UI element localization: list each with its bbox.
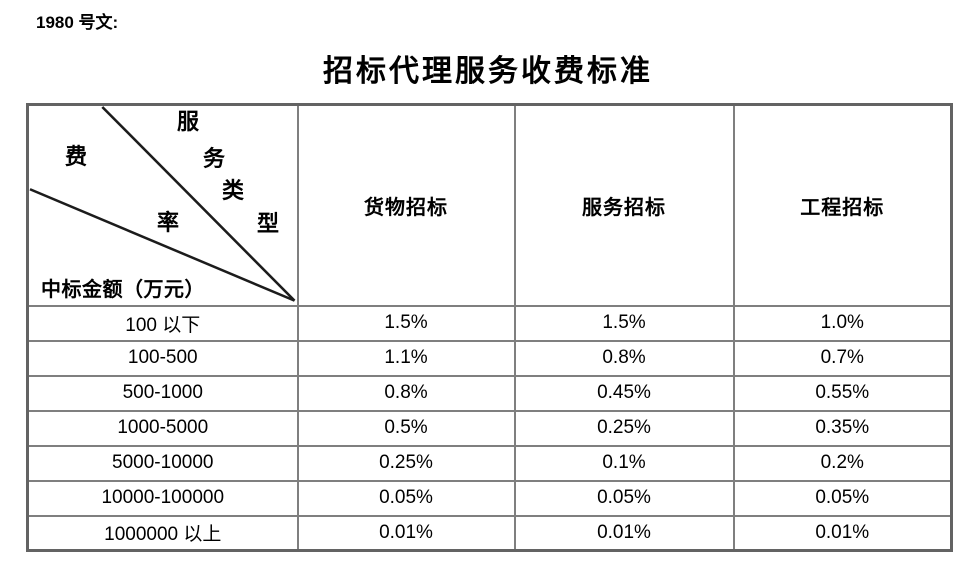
amount-range-cell: 100-500 bbox=[26, 339, 299, 377]
table-row: 1000-5000 0.5% 0.25% 0.35% bbox=[26, 409, 953, 447]
table-row: 100 以下 1.5% 1.5% 1.0% bbox=[26, 304, 953, 342]
service-rate-cell: 0.01% bbox=[513, 514, 735, 552]
goods-rate-cell: 0.05% bbox=[296, 479, 516, 517]
diagonal-divider-lines bbox=[29, 106, 296, 302]
service-type-char-1: 服 bbox=[177, 109, 200, 134]
amount-range-cell: 100 以下 bbox=[26, 304, 299, 342]
service-rate-cell: 0.8% bbox=[513, 339, 735, 377]
amount-range-cell: 500-1000 bbox=[26, 374, 299, 412]
service-type-char-3: 类 bbox=[222, 178, 245, 203]
fee-rate-char-1: 费 bbox=[65, 144, 88, 169]
engineering-rate-cell: 0.01% bbox=[732, 514, 953, 552]
engineering-rate-cell: 0.05% bbox=[732, 479, 953, 517]
service-type-char-2: 务 bbox=[203, 146, 226, 171]
diagonal-corner-cell: 服 费 务 类 率 型 中标金额（万元） bbox=[26, 103, 299, 307]
fee-rate-char-2: 率 bbox=[157, 210, 180, 235]
goods-rate-cell: 0.8% bbox=[296, 374, 516, 412]
amount-range-cell: 10000-100000 bbox=[26, 479, 299, 517]
goods-rate-cell: 1.5% bbox=[296, 304, 516, 342]
engineering-rate-cell: 0.55% bbox=[732, 374, 953, 412]
amount-range-cell: 1000000 以上 bbox=[26, 514, 299, 552]
engineering-rate-cell: 1.0% bbox=[732, 304, 953, 342]
goods-rate-cell: 0.25% bbox=[296, 444, 516, 482]
column-header-engineering: 工程招标 bbox=[732, 103, 953, 307]
doc-ref: 1980 号文: bbox=[36, 13, 119, 32]
service-rate-cell: 1.5% bbox=[513, 304, 735, 342]
table-row: 1000000 以上 0.01% 0.01% 0.01% bbox=[26, 514, 953, 552]
goods-rate-cell: 0.5% bbox=[296, 409, 516, 447]
service-rate-cell: 0.05% bbox=[513, 479, 735, 517]
column-header-goods: 货物招标 bbox=[296, 103, 516, 307]
goods-rate-cell: 1.1% bbox=[296, 339, 516, 377]
column-header-service: 服务招标 bbox=[513, 103, 735, 307]
engineering-rate-cell: 0.2% bbox=[732, 444, 953, 482]
amount-range-cell: 5000-10000 bbox=[26, 444, 299, 482]
service-rate-cell: 0.25% bbox=[513, 409, 735, 447]
goods-rate-cell: 0.01% bbox=[296, 514, 516, 552]
table-row: 100-500 1.1% 0.8% 0.7% bbox=[26, 339, 953, 377]
service-rate-cell: 0.1% bbox=[513, 444, 735, 482]
fee-standard-table: 服 费 务 类 率 型 中标金额（万元） 货物招标 服务招标 工程招标 100 … bbox=[26, 103, 953, 552]
service-rate-cell: 0.45% bbox=[513, 374, 735, 412]
engineering-rate-cell: 0.35% bbox=[732, 409, 953, 447]
table-row: 500-1000 0.8% 0.45% 0.55% bbox=[26, 374, 953, 412]
service-type-char-4: 型 bbox=[257, 211, 280, 236]
header-row: 服 费 务 类 率 型 中标金额（万元） 货物招标 服务招标 工程招标 bbox=[26, 103, 953, 307]
row-axis-label: 中标金额（万元） bbox=[41, 279, 205, 301]
page-title: 招标代理服务收费标准 bbox=[323, 55, 653, 88]
table-row: 10000-100000 0.05% 0.05% 0.05% bbox=[26, 479, 953, 517]
engineering-rate-cell: 0.7% bbox=[732, 339, 953, 377]
table-row: 5000-10000 0.25% 0.1% 0.2% bbox=[26, 444, 953, 482]
amount-range-cell: 1000-5000 bbox=[26, 409, 299, 447]
